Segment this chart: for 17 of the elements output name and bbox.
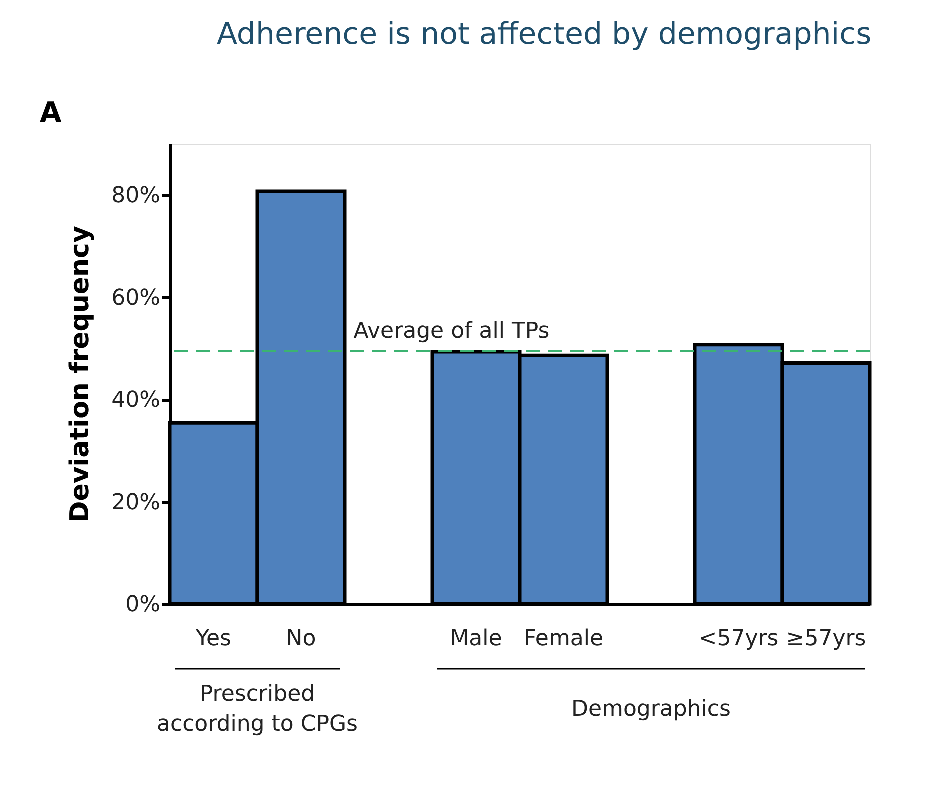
y-tick-label: 20%	[112, 490, 160, 516]
y-axis-title: Deviation frequency	[66, 226, 96, 523]
y-tick-label: 80%	[112, 184, 160, 209]
x-tick-label: Yes	[194, 626, 232, 652]
chart-title: Adherence is not affected by demographics	[216, 17, 872, 52]
x-tick-label: Female	[524, 626, 604, 652]
x-tick-label: No	[286, 626, 316, 652]
y-tick-label: 40%	[112, 388, 160, 414]
text: A	[40, 96, 62, 129]
y-tick-label: 0%	[126, 592, 160, 618]
ref-line-label: Average of all TPs	[354, 319, 550, 344]
x-tick-label: <57yrs	[698, 626, 779, 652]
text: Prescribed according to CPGs	[157, 682, 358, 737]
x-tick-label: Male	[450, 626, 502, 652]
y-tick-label: 60%	[112, 286, 160, 311]
x-tick-label: ≥57yrs	[786, 626, 866, 652]
text: Demographics	[572, 697, 731, 722]
